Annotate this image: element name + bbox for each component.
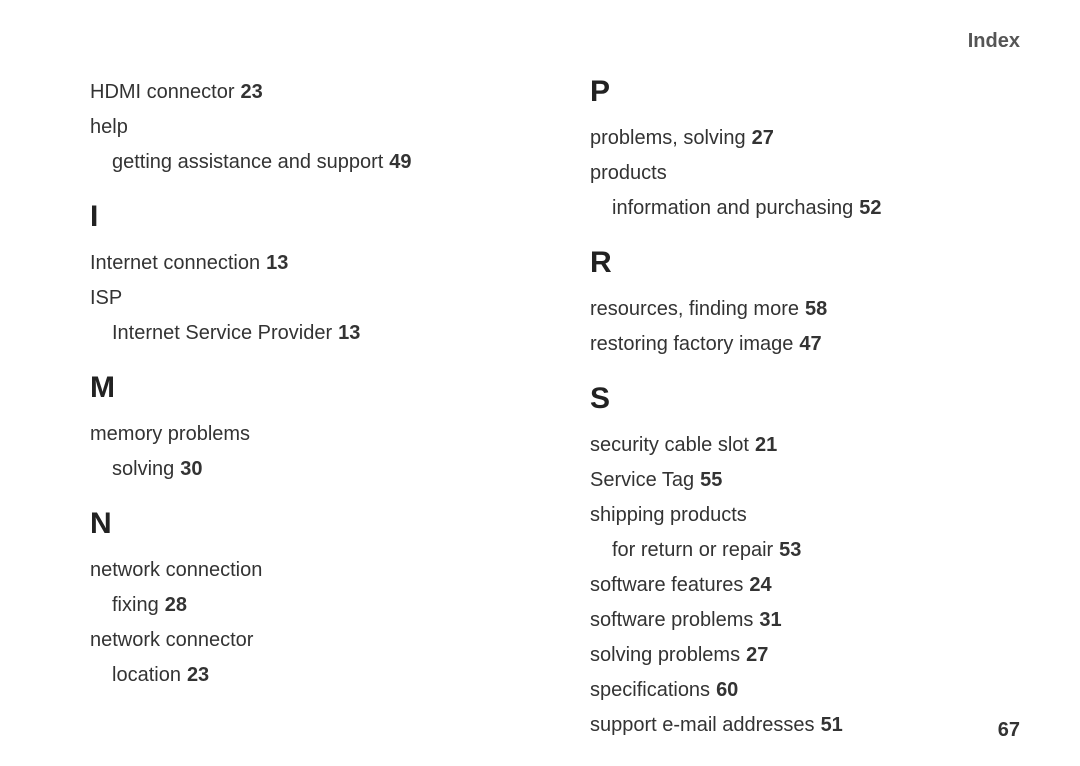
entry-text: security cable slot — [590, 434, 749, 456]
page-reference: 27 — [746, 644, 768, 666]
index-entry: products — [590, 156, 1030, 191]
index-entry: security cable slot 21 — [590, 428, 1030, 463]
entry-text: for return or repair — [612, 539, 773, 561]
page-reference: 52 — [859, 197, 881, 219]
index-letter: M — [90, 371, 530, 405]
page-reference: 58 — [805, 298, 827, 320]
entry-text: software problems — [590, 609, 753, 631]
index-entry: Internet Service Provider 13 — [90, 316, 530, 351]
index-entry: network connection — [90, 553, 530, 588]
entry-text: network connection — [90, 559, 262, 581]
entry-text: Service Tag — [590, 469, 694, 491]
index-entry: restoring factory image 47 — [590, 327, 1030, 362]
entry-text: HDMI connector — [90, 81, 235, 103]
page-reference: 13 — [338, 322, 360, 344]
index-entry: location 23 — [90, 658, 530, 693]
index-entry: HDMI connector 23 — [90, 75, 530, 110]
page-reference: 23 — [241, 81, 263, 103]
entry-text: information and purchasing — [612, 197, 853, 219]
page-reference: 30 — [180, 458, 202, 480]
page-reference: 51 — [821, 714, 843, 736]
entry-text: support e-mail addresses — [590, 714, 815, 736]
index-entry: network connector — [90, 623, 530, 658]
page-reference: 47 — [799, 333, 821, 355]
entry-text: resources, finding more — [590, 298, 799, 320]
index-columns: HDMI connector 23 help getting assistance a… — [90, 75, 1030, 743]
page-reference: 31 — [759, 609, 781, 631]
index-entry: ISP — [90, 281, 530, 316]
page-reference: 49 — [389, 151, 411, 173]
page-reference: 24 — [749, 574, 771, 596]
index-entry: Internet connection 13 — [90, 246, 530, 281]
entry-text: ISP — [90, 287, 122, 309]
entry-text: solving — [112, 458, 174, 480]
index-entry: fixing 28 — [90, 588, 530, 623]
page-reference: 55 — [700, 469, 722, 491]
index-entry: information and purchasing 52 — [590, 191, 1030, 226]
index-entry: specifications 60 — [590, 673, 1030, 708]
entry-text: software features — [590, 574, 743, 596]
entry-text: fixing — [112, 594, 159, 616]
index-entry: resources, finding more 58 — [590, 292, 1030, 327]
page-reference: 53 — [779, 539, 801, 561]
section-header: Index — [90, 30, 1030, 53]
entry-text: network connector — [90, 629, 253, 651]
index-entry: solving problems 27 — [590, 638, 1030, 673]
entry-text: problems, solving — [590, 127, 746, 149]
page-reference: 13 — [266, 252, 288, 274]
index-entry: help — [90, 110, 530, 145]
entry-text: Internet Service Provider — [112, 322, 332, 344]
entry-text: solving problems — [590, 644, 740, 666]
page-reference: 23 — [187, 664, 209, 686]
index-entry: software features 24 — [590, 568, 1030, 603]
page-reference: 28 — [165, 594, 187, 616]
index-entry: memory problems — [90, 417, 530, 452]
index-letter: P — [590, 75, 1030, 109]
left-column: HDMI connector 23 help getting assistance a… — [90, 75, 530, 743]
index-entry: software problems 31 — [590, 603, 1030, 638]
index-entry: shipping products — [590, 498, 1030, 533]
entry-text: help — [90, 116, 128, 138]
index-letter: R — [590, 246, 1030, 280]
entry-text: products — [590, 162, 667, 184]
entry-text: memory problems — [90, 423, 250, 445]
index-entry: problems, solving 27 — [590, 121, 1030, 156]
entry-text: restoring factory image — [590, 333, 793, 355]
index-entry: solving 30 — [90, 452, 530, 487]
index-letter: S — [590, 382, 1030, 416]
entry-text: Internet connection — [90, 252, 260, 274]
page-number: 67 — [998, 719, 1020, 742]
entry-text: location — [112, 664, 181, 686]
right-column: Pproblems, solving 27 products information … — [590, 75, 1030, 743]
entry-text: getting assistance and support — [112, 151, 383, 173]
page-reference: 27 — [752, 127, 774, 149]
page-reference: 21 — [755, 434, 777, 456]
page-reference: 60 — [716, 679, 738, 701]
index-entry: support e-mail addresses 51 — [590, 708, 1030, 743]
entry-text: specifications — [590, 679, 710, 701]
index-entry: for return or repair 53 — [590, 533, 1030, 568]
index-letter: I — [90, 200, 530, 234]
entry-text: shipping products — [590, 504, 747, 526]
index-entry: getting assistance and support 49 — [90, 145, 530, 180]
index-letter: N — [90, 507, 530, 541]
index-entry: Service Tag 55 — [590, 463, 1030, 498]
